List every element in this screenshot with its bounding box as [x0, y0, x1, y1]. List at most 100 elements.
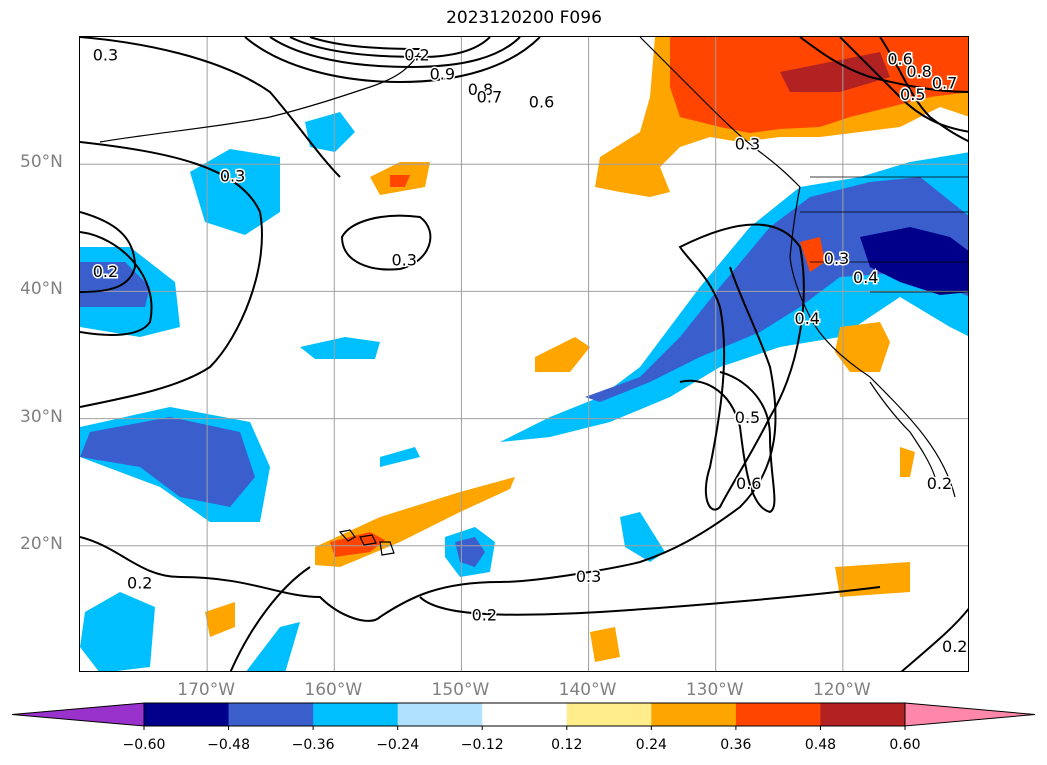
contour-label: 0.3 [391, 250, 416, 269]
contour-label: 0.4 [853, 268, 878, 287]
longitude-label: 140°W [558, 680, 617, 700]
west-coast-north-america [789, 186, 956, 498]
longitude-label: 160°W [304, 680, 363, 700]
colorbar-tick-label: 0.36 [720, 737, 752, 753]
latitude-label: 40°N [20, 279, 63, 300]
contour-line [879, 37, 968, 143]
coastlines [99, 37, 968, 556]
positive-anomaly-coast-ca [800, 237, 825, 272]
latitude-label: 50°N [20, 152, 63, 173]
colorbar-cell [397, 703, 483, 726]
strong-negative-west-south [80, 417, 255, 507]
contour-label: 0.2 [404, 46, 429, 65]
contour-label: 0.2 [93, 262, 118, 281]
colorbar-cells [11, 702, 1036, 730]
very-strong-negative-california [860, 227, 968, 295]
contour-label: 0.8 [906, 62, 931, 81]
strong-positive-n-pacific [390, 175, 410, 187]
positive-anomaly-baja [835, 322, 890, 372]
colorbar-tick-label: 0.48 [804, 737, 837, 753]
contour-label: 0.2 [927, 474, 952, 493]
longitude-label: 130°W [685, 680, 744, 700]
negative-anomaly-small-5 [380, 447, 420, 467]
colorbar-cell [482, 703, 568, 726]
contour-label: 0.3 [824, 249, 849, 268]
strong-negative-small-3 [455, 537, 485, 567]
very-strong-positive-anomaly [780, 52, 890, 92]
positive-anomaly-mx [900, 447, 915, 477]
contour-line [419, 586, 881, 616]
contour-line [340, 214, 432, 271]
contour-label: 0.8 [468, 80, 493, 99]
negative-anomaly-small-1 [300, 337, 380, 359]
alaska-panhandle-coast [639, 37, 801, 188]
contour-line [799, 37, 968, 93]
strong-positive-hawaii [330, 532, 385, 557]
map-title: 2023120200 F096 [446, 8, 602, 28]
state-borders [800, 176, 968, 293]
contour-label: 0.7 [932, 74, 957, 93]
colorbar-cell [566, 703, 652, 726]
contour-label: 0.4 [795, 309, 820, 328]
colorbar-tick-label: 0.60 [889, 737, 921, 753]
colorbar-tick-label: −0.60 [122, 737, 166, 753]
positive-anomaly-sw [205, 602, 235, 637]
colorbar-cell [228, 703, 314, 726]
lat-lon-gridlines [80, 37, 968, 671]
map-panel: 0.3 0.2 0.9 0.8 0.7 0.6 0.3 0.3 0.2 0.6 0.8 0.7 0.5 0… [79, 36, 969, 672]
contour-label: 0.3 [576, 567, 601, 586]
colorbar-tick-label: −0.36 [291, 737, 335, 753]
contour-line [229, 566, 311, 671]
negative-anomaly-small-2 [305, 112, 355, 152]
negative-anomaly-southwest [80, 592, 155, 671]
contour-labels: 0.3 0.20.90.80.7 0.60.30.30.20.60.80.70.50… [91, 44, 968, 657]
contour-label: 0.6 [736, 474, 761, 493]
contour-label: 0.9 [430, 65, 455, 84]
colorbar-extend-low [11, 702, 145, 727]
colorbar-tick-label: −0.24 [376, 737, 420, 753]
alaska-peninsula-coast [99, 51, 421, 143]
longitude-label: 150°W [431, 680, 490, 700]
colorbar-cell [735, 703, 821, 726]
negative-anomaly-south [246, 622, 300, 671]
negative-anomaly-west-north [190, 149, 280, 235]
shaded-anomaly-fields [80, 37, 968, 671]
colorbar-cell [820, 703, 906, 726]
positive-anomaly-s [590, 627, 620, 662]
colorbar-extend-high [904, 702, 1036, 727]
contour-line [269, 37, 521, 69]
longitude-label: 170°W [177, 680, 236, 700]
contour-line [309, 37, 421, 50]
contour-line [289, 37, 491, 59]
contour-label: 0.2 [472, 605, 497, 624]
contour-line [900, 607, 968, 671]
contour-line [80, 37, 341, 178]
contour-label: 0.5 [735, 408, 760, 427]
contour-line [244, 37, 541, 84]
contour-line [80, 211, 137, 293]
colorbar-cell [313, 703, 399, 726]
contour-label: 0.5 [900, 85, 925, 104]
longitude-label: 120°W [812, 680, 871, 700]
positive-anomaly-se [835, 562, 910, 597]
contour-line [80, 266, 777, 622]
forecast-map: 0.3 0.20.90.80.7 0.60.30.30.20.60.80.70.50… [80, 37, 968, 671]
contour-label: 0.2 [127, 573, 152, 592]
colorbar-cell [651, 703, 737, 726]
contour-line [678, 223, 805, 511]
colorbar-tick-label: 0.12 [551, 737, 583, 753]
baja-california [869, 381, 936, 478]
contour-label: 0.3 [220, 166, 245, 185]
colorbar-tick-label: −0.12 [460, 737, 504, 753]
hawaii-islands [338, 529, 395, 556]
contour-label: 0.3 [735, 135, 760, 154]
contour-line [80, 141, 263, 408]
contour-line [839, 37, 968, 133]
strong-negative-anomaly-band [585, 177, 968, 402]
contour-label: 0.7 [477, 88, 502, 107]
negative-anomaly-small-4 [620, 512, 665, 562]
colorbar-outline [143, 702, 906, 727]
contour-line [80, 231, 153, 336]
contour-line [679, 371, 776, 514]
colorbar-tick-label: −0.48 [207, 737, 250, 753]
